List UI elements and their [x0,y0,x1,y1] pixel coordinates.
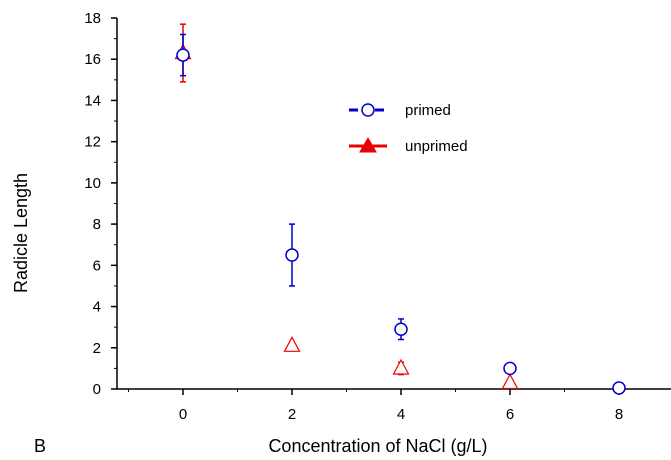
series-primed [176,33,626,395]
y-tick-label: 0 [93,381,101,398]
legend-item-unprimed: unprimed [349,136,468,155]
y-tick-label: 10 [84,175,101,192]
x-tick-label: 0 [179,406,187,423]
y-tick-label: 6 [93,257,101,274]
data-point-primed [285,248,299,262]
legend: primed unprimed [349,102,468,155]
x-axis-title: Concentration of NaCl (g/L) [268,436,487,456]
data-point-primed [394,322,408,336]
legend-item-primed: primed [349,102,451,119]
x-tick-label: 6 [506,406,514,423]
y-tick-label: 8 [93,216,101,233]
x-tick-label: 4 [397,406,405,423]
y-tick-label: 4 [93,299,101,316]
data-point-unprimed [392,358,410,375]
data-point-primed [176,48,190,62]
y-tick-label: 12 [84,134,101,151]
data-point-primed [612,381,626,395]
legend-marker [359,136,377,153]
y-tick-label: 2 [93,340,101,357]
series-layer [174,23,626,395]
legend-label: unprimed [405,138,468,155]
y-tick-label: 14 [84,92,101,109]
legend-label: primed [405,102,451,119]
series-unprimed [174,23,519,390]
data-point-unprimed [283,336,301,352]
data-point-primed [503,361,517,376]
data-point-unprimed [501,373,519,390]
legend-marker [361,103,375,117]
y-tick-label: 16 [84,51,101,68]
x-tick-label: 2 [288,406,296,423]
x-tick-label: 8 [615,406,623,423]
panel-label: B [34,436,46,456]
y-axis-title: Radicle Length [11,173,31,293]
y-tick-label: 18 [84,10,101,27]
axes: 0 2 4 6 8 10 12 14 16 18 0 2 4 6 8 [84,10,671,423]
